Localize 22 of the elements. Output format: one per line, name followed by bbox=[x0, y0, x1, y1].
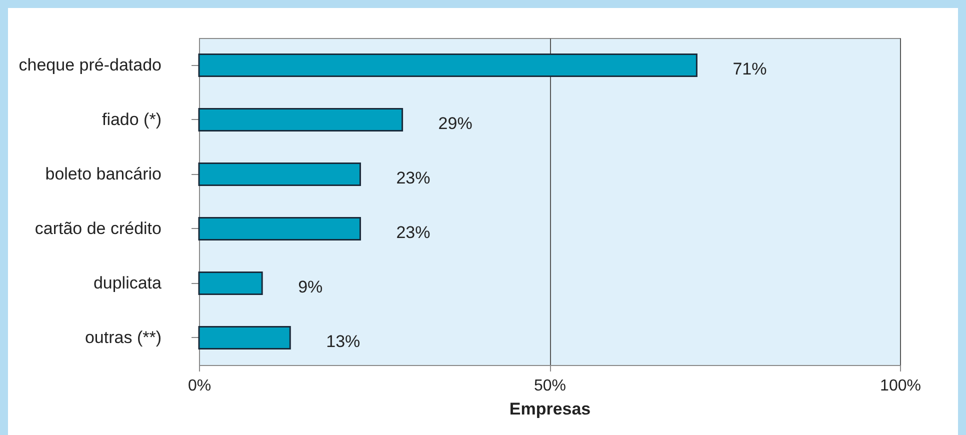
y-tick-label: outras (**) bbox=[84, 328, 162, 347]
data-label: 9% bbox=[298, 277, 323, 296]
data-label: 23% bbox=[396, 222, 430, 242]
bar bbox=[198, 54, 698, 77]
y-tick-label: fiado (*) bbox=[102, 110, 162, 129]
data-label: 23% bbox=[396, 168, 430, 188]
bar bbox=[198, 162, 361, 186]
y-tick-label: cartão de crédito bbox=[34, 218, 162, 238]
bar bbox=[198, 272, 263, 295]
y-tick-label: boleto bancário bbox=[45, 164, 162, 184]
data-label: 13% bbox=[326, 332, 360, 351]
x-tick-label: 100% bbox=[880, 378, 921, 394]
x-axis-title: Empresas bbox=[509, 400, 591, 418]
bar bbox=[198, 217, 361, 240]
y-tick-label: duplicata bbox=[93, 273, 162, 292]
data-label: 71% bbox=[732, 59, 767, 78]
y-tick-label: cheque pré-datado bbox=[18, 55, 162, 74]
bar bbox=[198, 326, 291, 350]
data-label: 29% bbox=[438, 114, 472, 133]
x-tick-label: 0% bbox=[188, 378, 212, 394]
x-tick-label: 50% bbox=[534, 378, 566, 394]
bar bbox=[198, 108, 404, 132]
